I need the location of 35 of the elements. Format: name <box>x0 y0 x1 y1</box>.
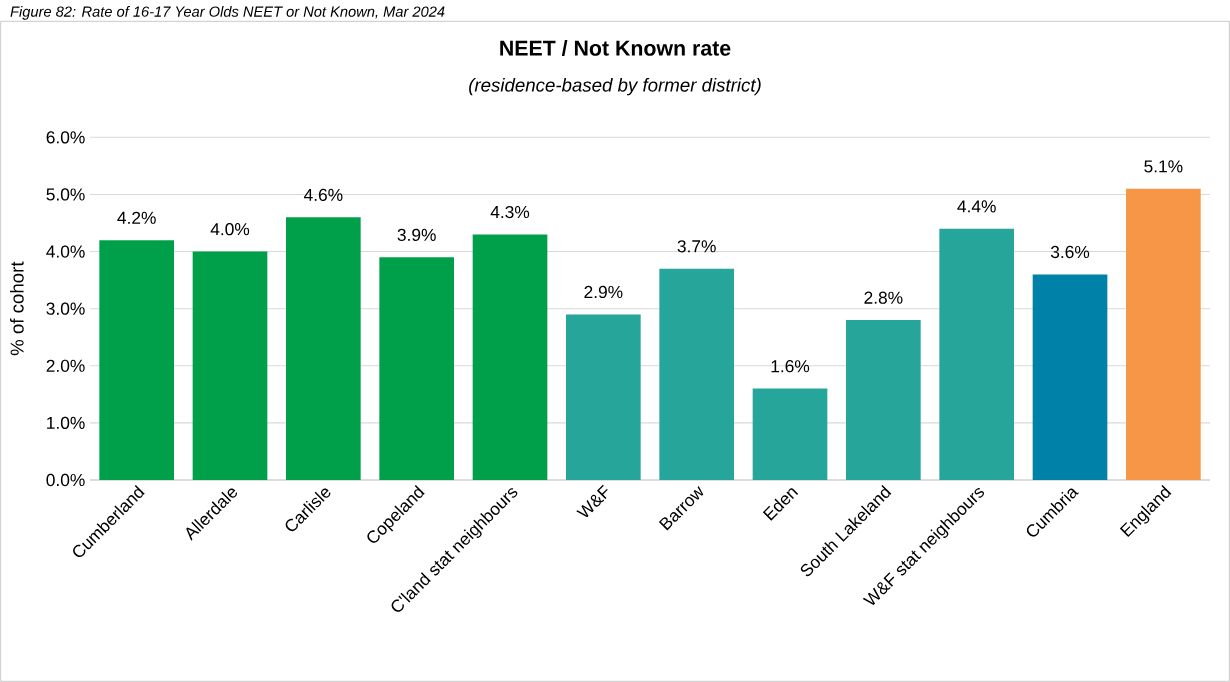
data-label: 4.6% <box>303 188 343 202</box>
data-label: 4.2% <box>117 211 156 224</box>
y-tick-label: 3.0% <box>46 302 85 315</box>
data-label: 1.6% <box>771 360 810 373</box>
y-axis-title: % of cohort <box>9 261 24 356</box>
bar <box>379 257 455 480</box>
bar <box>659 268 735 480</box>
bar <box>752 388 828 480</box>
bar <box>472 234 548 480</box>
data-label: 2.9% <box>584 285 623 299</box>
data-label: 4.4% <box>957 200 996 213</box>
data-label: 4.0% <box>210 223 250 236</box>
bar <box>566 314 641 480</box>
bar <box>286 217 361 480</box>
data-label: 2.8% <box>864 291 903 304</box>
bar <box>192 251 268 480</box>
chart-title: NEET / Not Known rate <box>500 40 731 56</box>
y-tick-label: 5.0% <box>46 188 85 201</box>
data-label: 4.3% <box>490 205 530 219</box>
data-label: 3.9% <box>397 228 436 241</box>
y-tick-label: 6.0% <box>46 131 85 144</box>
caption: Figure 82: Rate of 16-17 Year Olds NEET or Not Known, Mar 2024 <box>10 6 445 20</box>
data-label: 3.7% <box>677 240 716 253</box>
bar <box>939 228 1015 480</box>
data-label: 3.6% <box>1050 245 1090 259</box>
y-tick-label: 1.0% <box>47 416 85 430</box>
bar <box>99 240 174 480</box>
data-label: 5.1% <box>1144 160 1183 173</box>
y-tick-label: 0.0% <box>46 473 85 487</box>
y-tick-label: 2.0% <box>46 359 85 372</box>
chart-subtitle: (residence-based by former district) <box>469 77 761 96</box>
bar <box>846 320 921 480</box>
bar <box>1032 274 1108 480</box>
y-tick-label: 4.0% <box>46 245 85 258</box>
bar <box>1126 188 1201 480</box>
